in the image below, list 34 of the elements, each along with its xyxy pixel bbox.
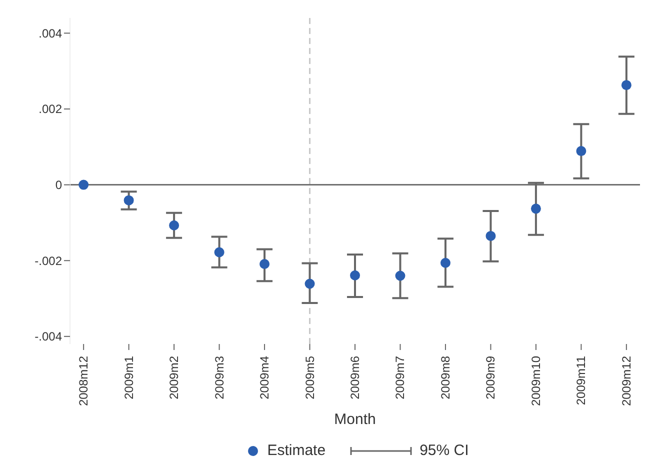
- point: [350, 270, 360, 280]
- point: [395, 270, 406, 281]
- x-tick-label: 2009m8: [438, 356, 452, 400]
- y-tick-label: .002: [38, 102, 62, 116]
- point: [214, 247, 224, 258]
- x-tick-label: 2009m7: [393, 356, 408, 400]
- point: [621, 80, 632, 90]
- x-tick-label: 2009m11: [574, 356, 588, 406]
- x-tick-label: 2009m4: [258, 356, 272, 400]
- x-axis-title: Month: [334, 411, 376, 428]
- point: [124, 195, 134, 206]
- point: [260, 259, 270, 270]
- y-tick-label: -.004: [34, 330, 62, 344]
- point: [78, 180, 89, 190]
- x-tick-label: 2009m12: [619, 356, 634, 406]
- x-tick-label: 2009m5: [302, 356, 317, 400]
- x-tick-label: 2008m12: [76, 356, 91, 406]
- y-tick-label: -.002: [34, 254, 62, 268]
- point: [304, 278, 315, 289]
- legend-label: Estimate: [267, 442, 326, 459]
- point: [576, 146, 586, 156]
- point: [169, 220, 180, 230]
- y-tick-label: 0: [55, 178, 62, 192]
- x-tick-label: 2009m3: [212, 356, 226, 400]
- point: [530, 204, 541, 214]
- text: 95% CI: [420, 442, 469, 459]
- x-tick-label: 2009m2: [167, 356, 182, 400]
- x-tick-label: 2009m6: [348, 356, 362, 400]
- x-tick-label: 2009m10: [528, 356, 543, 406]
- point: [440, 258, 450, 268]
- point: [486, 230, 496, 241]
- y-tick-label: .004: [38, 26, 62, 40]
- x-tick-label: 2009m1: [122, 356, 136, 400]
- x-tick-label: 2009m9: [484, 356, 498, 400]
